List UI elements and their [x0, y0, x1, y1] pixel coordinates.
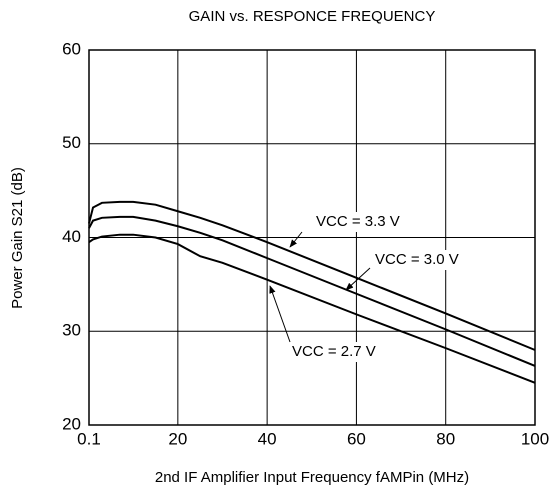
series-line	[88, 233, 536, 384]
x-tick-label: 0.1	[77, 429, 101, 448]
series-label: VCC = 3.0 V	[375, 251, 459, 268]
y-tick-label: 20	[62, 414, 81, 433]
label-background	[314, 212, 422, 232]
x-tick-label: 20	[168, 429, 187, 448]
x-tick-label: 100	[521, 429, 549, 448]
plot-frame	[88, 49, 536, 426]
y-tick-label: 50	[62, 133, 81, 152]
x-tick-label: 80	[436, 429, 455, 448]
x-tick-label: 40	[258, 429, 277, 448]
x-tick-label: 60	[347, 429, 366, 448]
x-axis-label: 2nd IF Amplifier Input Frequency fAMPin …	[155, 469, 469, 486]
label-background	[373, 250, 481, 270]
series-line	[88, 215, 536, 367]
y-axis-label: Power Gain S21 (dB)	[9, 167, 26, 309]
series-label: VCC = 2.7 V	[292, 343, 376, 360]
series-line	[88, 200, 536, 351]
label-background	[290, 342, 398, 362]
annotation-arrow	[289, 231, 303, 248]
y-tick-label: 40	[62, 227, 81, 246]
y-tick-label: 60	[62, 39, 81, 58]
y-tick-label: 30	[62, 321, 81, 340]
annotation-arrow	[345, 267, 371, 291]
annotation-arrow	[269, 285, 291, 343]
series-label: VCC = 3.3 V	[316, 213, 400, 230]
chart-title: GAIN vs. RESPONCE FREQUENCY	[189, 8, 436, 25]
